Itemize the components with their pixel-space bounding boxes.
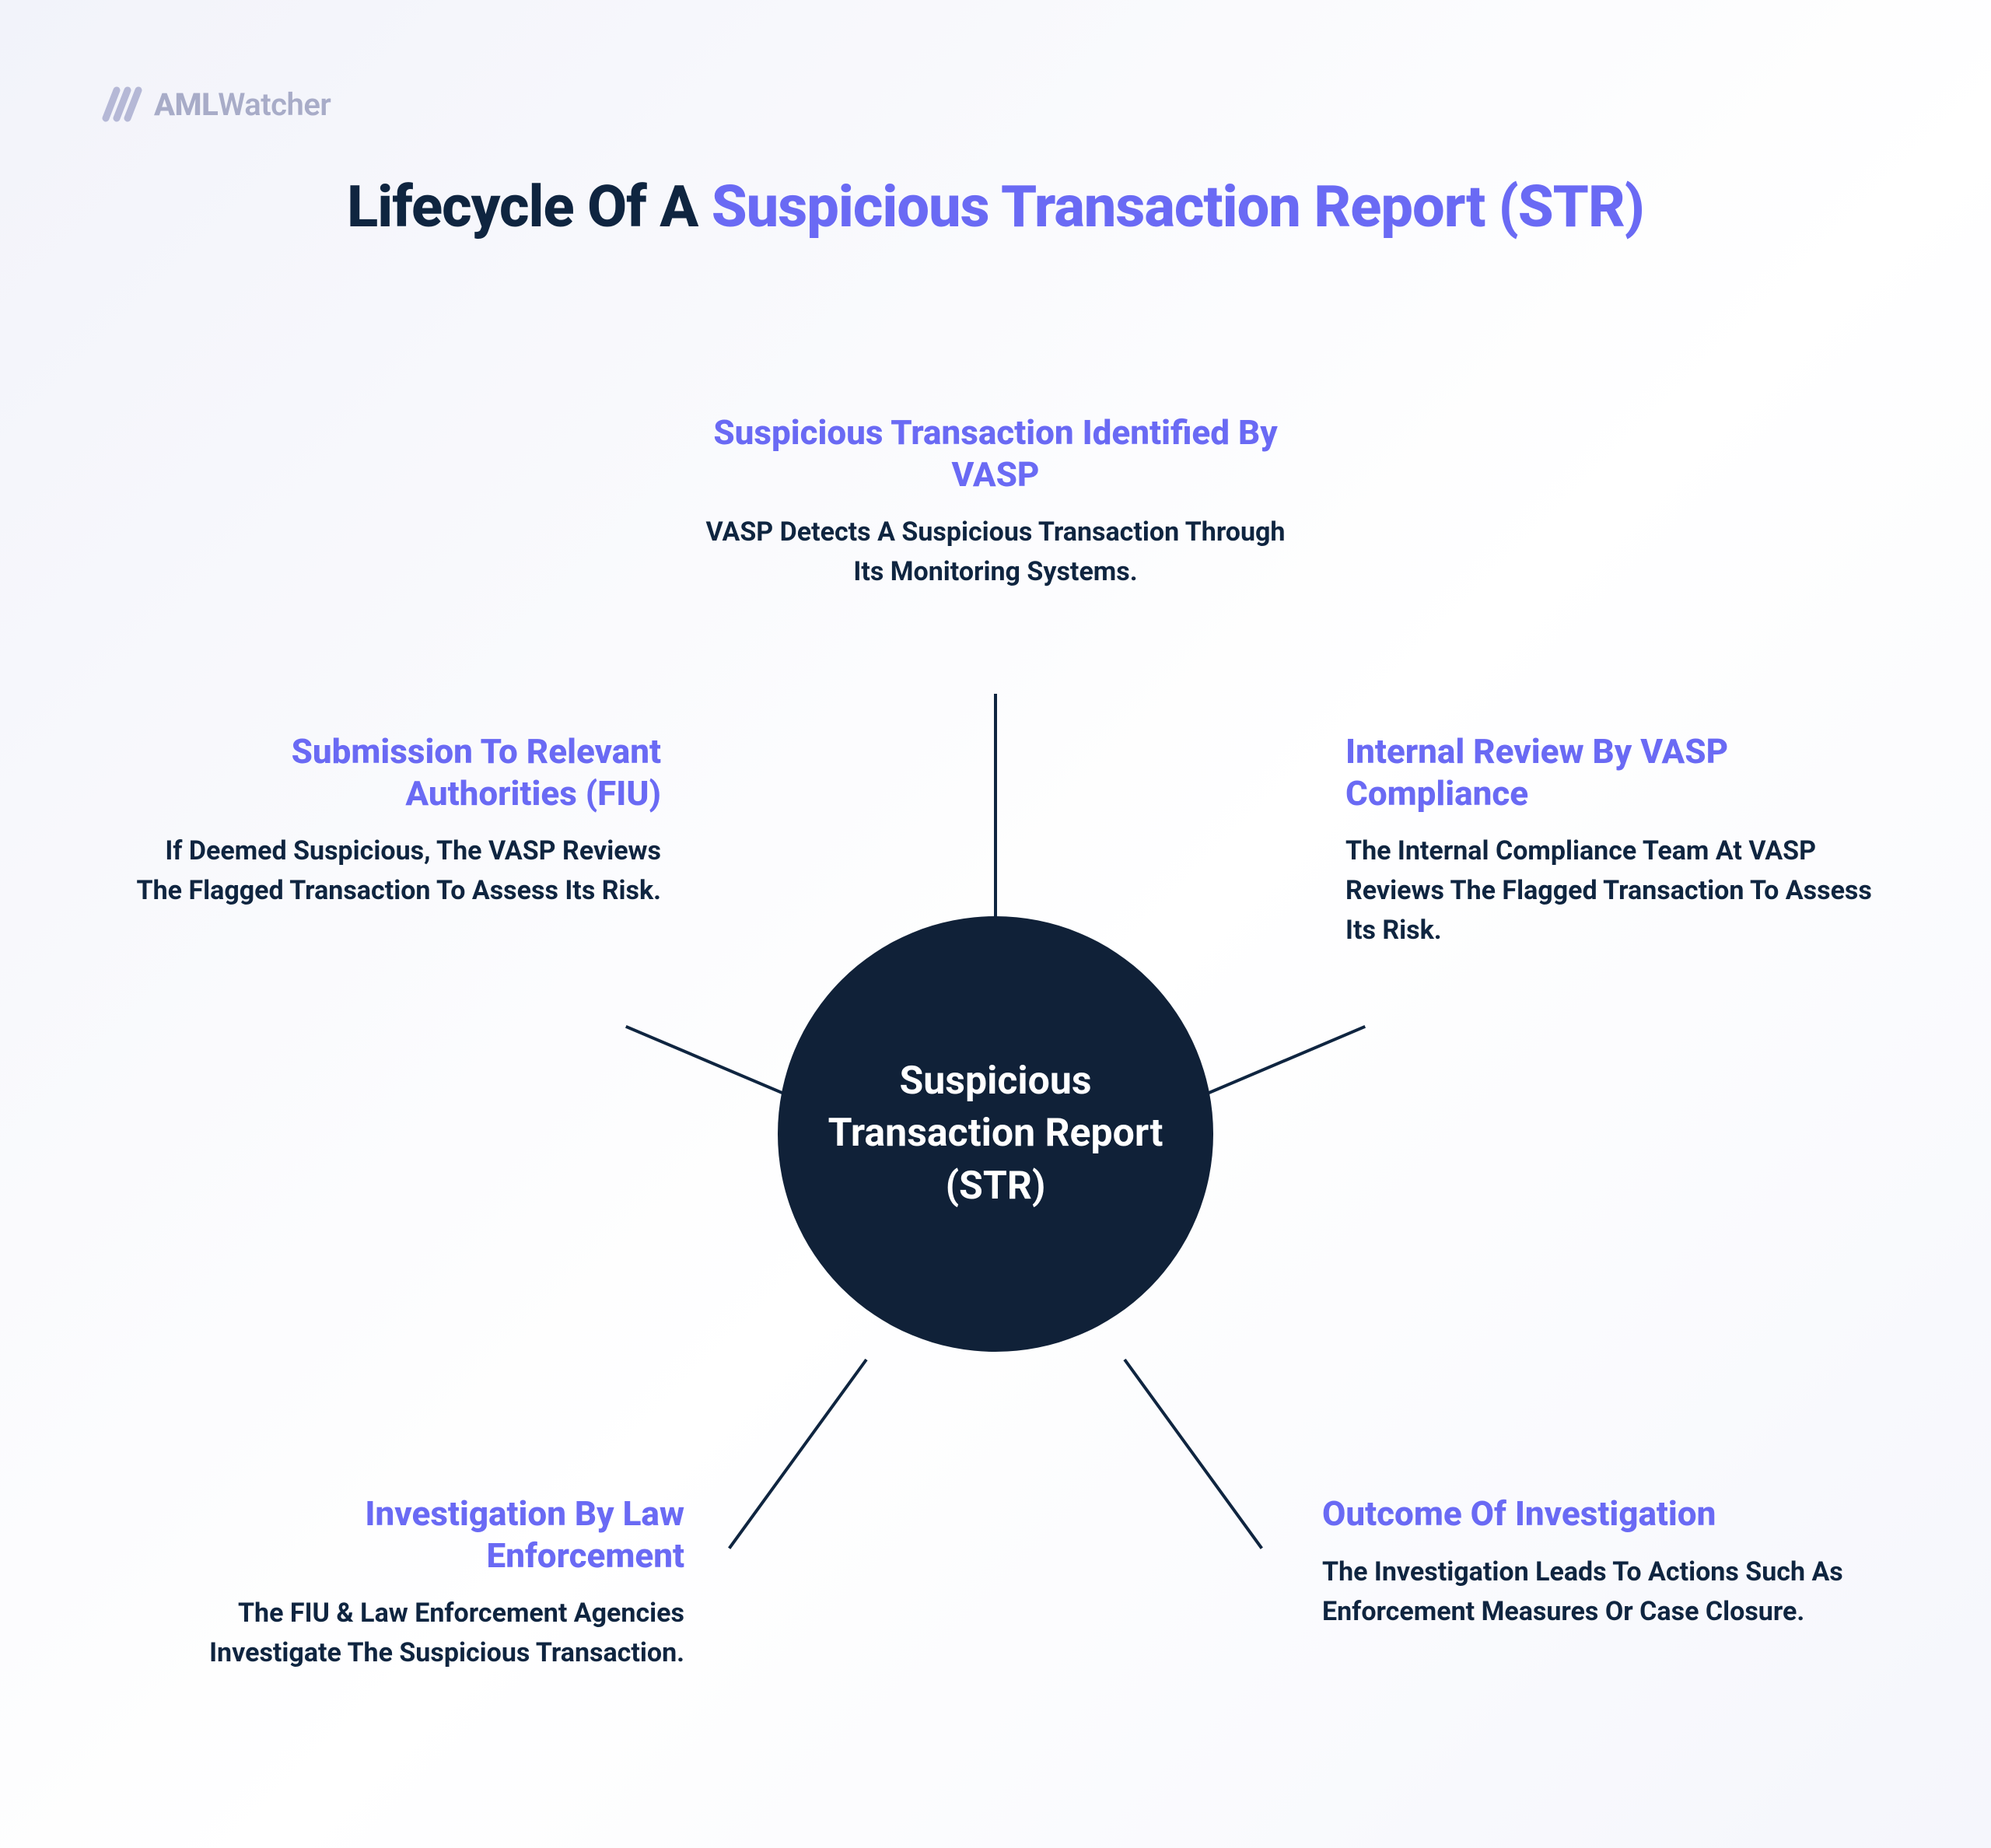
spoke-upper-right: Internal Review By VASP Compliance The In… <box>1345 731 1874 950</box>
spoke-title: Suspicious Transaction Identified By VAS… <box>700 412 1291 495</box>
spoke-line-upper-right <box>1195 1025 1366 1100</box>
spoke-title: Outcome Of Investigation <box>1322 1493 1867 1535</box>
brand-name: AMLWatcher <box>154 86 331 123</box>
page-title: Lifecycle Of A Suspicious Transaction Re… <box>0 171 1991 245</box>
spoke-body: VASP Detects A Suspicious Transaction Th… <box>700 513 1291 592</box>
spoke-body: If Deemed Suspicious, The VASP Reviews T… <box>132 831 661 911</box>
spoke-body: The Internal Compliance Team At VASP Rev… <box>1345 831 1874 950</box>
spoke-body: The Investigation Leads To Actions Such … <box>1322 1552 1867 1632</box>
lifecycle-diagram: Suspicious Transaction Report (STR) Susp… <box>0 404 1991 1820</box>
spoke-top: Suspicious Transaction Identified By VAS… <box>700 412 1291 592</box>
spoke-lower-left: Investigation By Law Enforcement The FIU … <box>171 1493 684 1673</box>
spoke-line-lower-right <box>1123 1359 1263 1549</box>
diagram-hub: Suspicious Transaction Report (STR) <box>778 916 1213 1352</box>
spoke-title: Internal Review By VASP Compliance <box>1345 731 1874 814</box>
spoke-upper-left: Submission To Relevant Authorities (FIU)… <box>132 731 661 911</box>
spoke-lower-right: Outcome Of Investigation The Investigatio… <box>1322 1493 1867 1632</box>
page-title-wrap: Lifecycle Of A Suspicious Transaction Re… <box>0 171 1991 245</box>
spoke-body: The FIU & Law Enforcement Agencies Inves… <box>171 1594 684 1673</box>
spoke-title: Submission To Relevant Authorities (FIU) <box>132 731 661 814</box>
brand-mark-icon <box>101 86 143 123</box>
spoke-title: Investigation By Law Enforcement <box>171 1493 684 1577</box>
spoke-line-lower-left <box>728 1359 868 1549</box>
diagram-hub-label: Suspicious Transaction Report (STR) <box>778 1055 1213 1213</box>
brand-logo: AMLWatcher <box>101 86 331 123</box>
spoke-line-upper-left <box>625 1025 796 1100</box>
